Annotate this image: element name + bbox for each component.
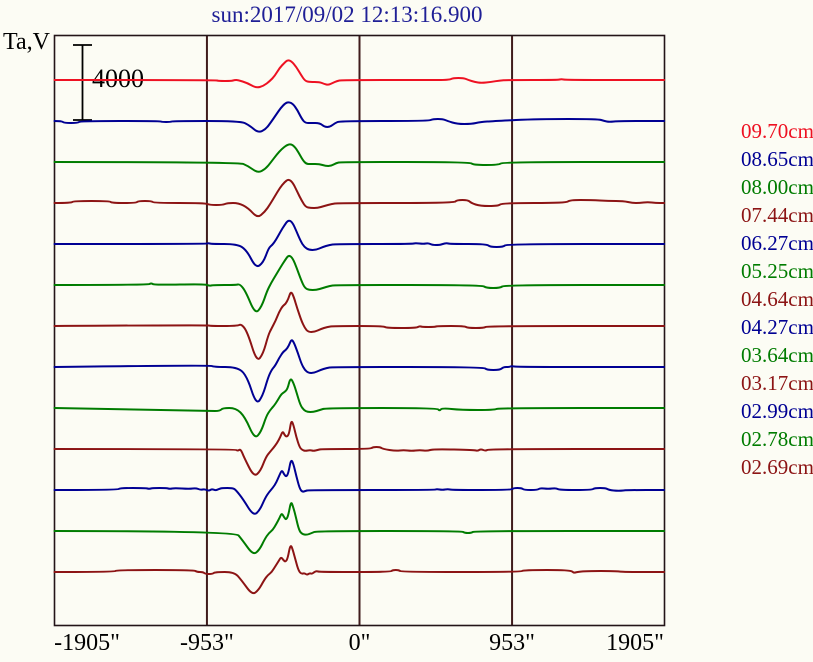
wavelength-label: 02.78cm [741,427,813,451]
scan-trace-04.64cm [53,291,666,360]
y-axis-label: Ta,V [3,29,50,55]
x-tick-label: -953" [180,630,234,656]
x-tick-label: -1905" [54,630,120,656]
wavelength-label-list: 09.70cm 08.65cm 08.00cm 07.44cm 06.27cm 05.25… [741,117,813,481]
wavelength-label: 07.44cm [741,203,813,227]
wavelength-label: 05.25cm [741,259,813,283]
wavelength-label: 04.64cm [741,287,813,311]
wavelength-label: 08.65cm [741,147,813,171]
scan-trace-08.00cm [53,143,666,173]
wavelength-label: 06.27cm [741,231,813,255]
scan-trace-07.44cm [53,178,666,218]
x-tick-label: 953" [489,630,535,656]
scan-trace-06.27cm [53,219,666,268]
scan-trace-02.78cm [53,502,666,555]
chart-title: sun:2017/09/02 12:13:16.900 [211,2,483,27]
scan-trace-03.64cm [53,378,666,438]
scan-trace-04.27cm [53,339,666,403]
wavelength-label: 03.64cm [741,343,813,367]
amplitude-scale-bar [73,44,92,121]
x-tick-label: 0" [348,630,371,656]
scan-trace-02.99cm [53,459,666,515]
scan-trace-09.70cm [53,59,666,89]
wavelength-label: 02.99cm [741,399,813,423]
wavelength-label: 02.69cm [741,455,813,479]
scan-trace-02.69cm [53,545,666,595]
wavelength-label: 08.00cm [741,175,813,199]
wavelength-label: 03.17cm [741,371,813,395]
scan-trace-03.17cm [53,420,666,476]
scalebar-value-label: 4000 [92,64,144,93]
wavelength-label: 04.27cm [741,315,813,339]
scan-trace-05.25cm [53,254,666,313]
scan-trace-08.65cm [53,101,666,133]
plot-border [53,34,666,627]
x-tick-label: 1905" [606,630,664,656]
wavelength-label: 09.70cm [741,119,813,143]
